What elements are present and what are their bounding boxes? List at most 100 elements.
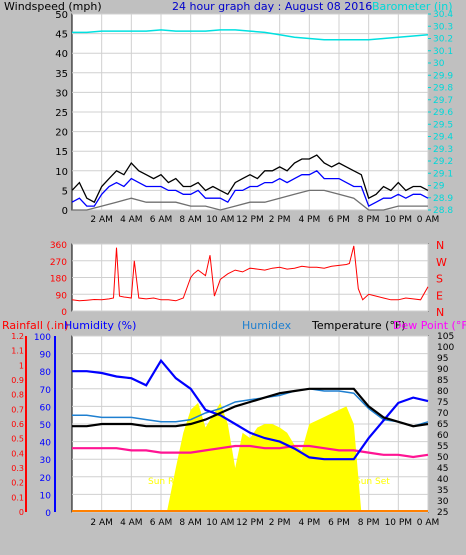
temperature-line — [72, 387, 429, 428]
temperature-tick: 45 — [437, 464, 448, 474]
rainfall-tick: 0.9 — [11, 376, 24, 385]
windspeed-tick: 50 — [55, 10, 68, 21]
bottom-time-tick: 8 PM — [358, 518, 380, 528]
rainfall-tick: 0.2 — [11, 479, 24, 488]
bottom-time-tick: 4 PM — [298, 518, 320, 528]
dewpoint-line — [72, 444, 429, 459]
humidity-tick: 20 — [40, 474, 52, 484]
compass-tick: N — [436, 239, 444, 252]
rainfall-tick: 0.5 — [11, 435, 24, 444]
top-time-axis: 2 AM 4 AM 6 AM 8 AM 10 AM 12 PM 2 PM 4 PM 6 PM 8 … — [90, 215, 439, 225]
windspeed-tick: 40 — [55, 49, 68, 60]
temperature-tick: 60 — [437, 431, 449, 441]
humidity-tick: 100 — [34, 333, 51, 343]
temperature-tick: 100 — [437, 343, 454, 353]
rainfall-label: Rainfall (.in) — [2, 319, 69, 332]
windspeed-axis: 0 5 10 15 20 25 30 35 40 45 50 — [55, 10, 68, 217]
sun-set-label: Sun Set — [355, 477, 390, 487]
sun-rise-label: Sun Rise — [148, 477, 187, 487]
wind_min-line — [72, 189, 428, 211]
barometer-tick: 29.8 — [433, 84, 453, 94]
top-time-tick: 2 AM — [90, 215, 113, 225]
temperature-tick: 30 — [437, 497, 449, 507]
humidity-tick: 60 — [40, 403, 52, 413]
compass-tick: N — [436, 306, 444, 319]
rainfall-tick: 1 — [19, 361, 24, 370]
humidity-tick: 10 — [40, 491, 52, 501]
barometer-tick: 29.2 — [433, 157, 453, 167]
humidity-axis: 0 10 20 30 40 50 60 70 80 90 100 — [34, 333, 56, 519]
temperature-tick: 40 — [437, 475, 449, 485]
windspeed-tick: 30 — [55, 88, 68, 99]
humidity-tick: 70 — [40, 386, 52, 396]
barometer-tick: 29.1 — [433, 169, 453, 179]
direction-tick: 0 — [61, 308, 67, 318]
barometer-tick: 30.3 — [433, 22, 453, 32]
bottom-time-tick: 4 AM — [120, 518, 143, 528]
humidity-tick: 40 — [40, 439, 52, 449]
rainfall-tick: 0.3 — [11, 464, 24, 473]
bottom-time-tick: 8 AM — [179, 518, 202, 528]
windspeed-tick: 0 — [62, 206, 68, 217]
wind-direction-trace — [71, 245, 429, 302]
compass-tick: S — [436, 273, 443, 286]
direction-tick: 270 — [50, 258, 67, 268]
bottom-time-tick: 6 AM — [150, 518, 173, 528]
bottom-time-tick: 10 PM — [385, 518, 413, 528]
barometer-tick: 29.5 — [433, 120, 453, 130]
humidity-label: Humidity (%) — [64, 319, 136, 332]
barometer-tick: 29.7 — [433, 96, 453, 106]
bottom-time-tick: 2 AM — [90, 518, 113, 528]
dewpoint-label: Dew Point (°F) — [393, 319, 466, 332]
top-grid — [72, 13, 429, 211]
rainfall-tick: 0.7 — [11, 405, 24, 414]
rainfall-tick: 1.2 — [11, 332, 24, 341]
top-time-tick: 10 PM — [385, 215, 413, 225]
barometer-tick: 29.6 — [433, 108, 453, 118]
wind_gust-line — [71, 154, 429, 204]
temperature-label: Temperature (°F) — [311, 319, 406, 332]
barometer-tick: 29.4 — [433, 133, 453, 143]
direction-degree-axis: 360 270 180 90 0 — [50, 241, 67, 318]
rainfall-tick: 0.6 — [11, 420, 24, 429]
barometer-label: Barometer (in) — [372, 0, 453, 13]
temperature-tick: 95 — [437, 354, 448, 364]
humidity-line — [72, 358, 429, 461]
humidex-line — [72, 388, 429, 427]
temperature-tick: 55 — [437, 442, 448, 452]
direction-tick: 90 — [56, 291, 68, 301]
direction-tick: 180 — [50, 275, 67, 285]
windspeed-tick: 5 — [62, 186, 68, 197]
compass-tick: E — [436, 289, 443, 302]
rainfall-tick: 0.8 — [11, 391, 24, 400]
top-time-tick: 10 AM — [206, 215, 234, 225]
chart-title: 24 hour graph day : August 08 2016 — [172, 0, 372, 13]
windspeed-tick: 35 — [55, 69, 68, 80]
top-time-tick: 4 AM — [120, 215, 143, 225]
top-time-tick: 6 AM — [150, 215, 173, 225]
rainfall-tick: 0.4 — [11, 449, 24, 458]
barometer-axis: 28.8 28.9 29 29.1 29.2 29.3 29.4 29.5 29.6 29.7 29… — [428, 10, 453, 216]
rainfall-tick: 0.1 — [11, 493, 24, 502]
bottom-time-tick: 2 PM — [269, 518, 291, 528]
humidity-tick: 30 — [40, 456, 52, 466]
humidity-tick: 50 — [40, 421, 52, 431]
temperature-tick: 50 — [437, 453, 449, 463]
windspeed-tick: 15 — [55, 147, 68, 158]
temperature-tick: 35 — [437, 486, 448, 496]
rainfall-tick: 0 — [19, 508, 24, 517]
barometer-tick: 28.8 — [433, 206, 453, 216]
wind-baro-series — [71, 29, 429, 211]
windspeed-tick: 45 — [55, 30, 68, 41]
bottom-time-axis: 2 AM 4 AM 6 AM 8 AM 10 AM 12 PM 2 PM 4 PM 6 PM 8 … — [90, 518, 439, 528]
wind-direction-series — [71, 245, 429, 302]
barometer-tick: 29 — [433, 182, 445, 192]
direction-tick: 360 — [50, 241, 67, 251]
humidity-tick: 90 — [40, 351, 52, 361]
barometer-tick: 29.9 — [433, 71, 453, 81]
compass-tick: W — [436, 256, 447, 269]
